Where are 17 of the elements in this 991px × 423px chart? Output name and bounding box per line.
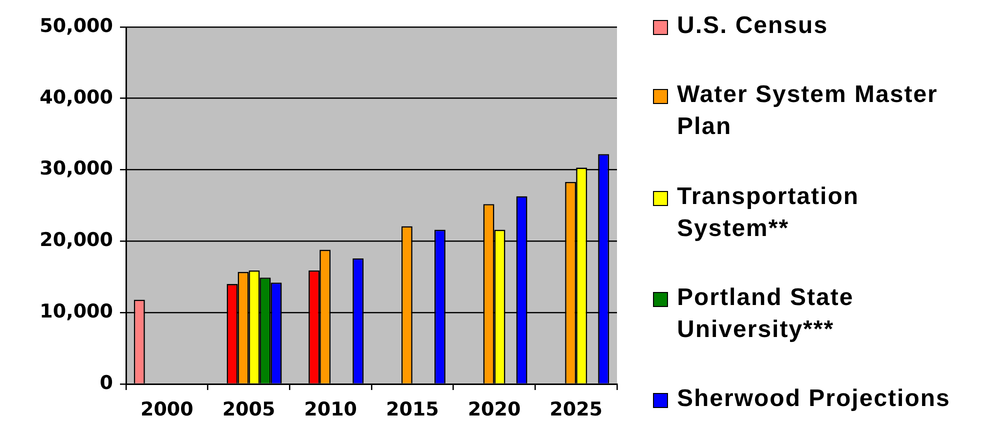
x-tick-label: 2025 (550, 398, 603, 420)
x-tick-label: 2010 (304, 398, 358, 420)
legend-label: Water System Master Plan (677, 80, 939, 142)
x-tick-label: 2015 (386, 398, 439, 420)
y-tick-label: 40,000 (40, 86, 113, 108)
y-tick-label: 50,000 (40, 14, 113, 37)
y-tick-label: 30,000 (40, 158, 113, 180)
y-tick-label: 0 (100, 372, 113, 394)
legend-label: Portland State University*** (677, 282, 855, 345)
x-tick-label: 2020 (468, 398, 521, 420)
x-tick-label: 2000 (140, 398, 194, 420)
legend-label: U.S. Census (677, 11, 828, 41)
legend-label: Transportation System** (677, 182, 860, 244)
y-tick-label: 10,000 (40, 300, 113, 323)
x-tick-label: 2005 (222, 398, 276, 420)
legend-label: Sherwood Projections (677, 384, 950, 414)
y-tick-label: 20,000 (40, 229, 113, 252)
